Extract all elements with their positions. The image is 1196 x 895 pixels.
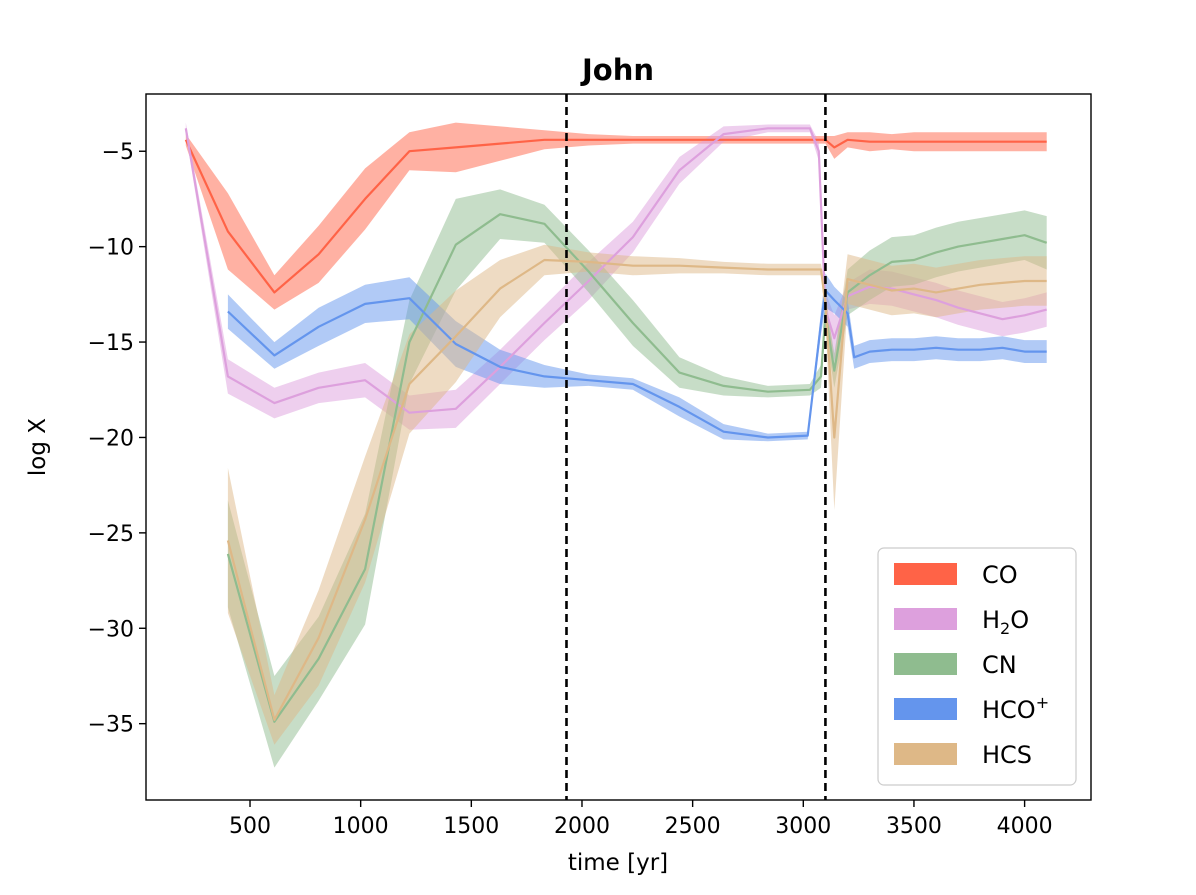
y-tick-label: −5: [102, 140, 134, 165]
x-tick-label: 2000: [554, 814, 610, 839]
legend-frame: [877, 547, 1077, 786]
legend-label-hcs: HCS: [982, 741, 1032, 769]
legend-swatch-hco: [894, 698, 957, 720]
band-co: [185, 122, 1047, 310]
y-tick-label: −20: [88, 426, 134, 451]
line-h2o: [184, 127, 1047, 414]
line-cn: [226, 213, 1048, 723]
reference-lines: [565, 94, 827, 800]
y-tick-label: −15: [88, 331, 134, 356]
series-lines: [184, 127, 1048, 723]
x-tick-label: 1000: [333, 814, 389, 839]
line-co: [184, 138, 1047, 294]
legend-label-co: CO: [982, 561, 1018, 589]
line-hco: [227, 289, 1047, 439]
legend-label-cn: CN: [982, 651, 1017, 679]
legend-swatch-co: [894, 563, 957, 585]
legend-swatch-h2o: [894, 608, 957, 630]
x-tick-label: 3500: [886, 814, 942, 839]
x-tick-label: 1500: [443, 814, 499, 839]
plot-frame: [145, 93, 1092, 801]
legend-swatch-cn: [894, 653, 957, 675]
x-tick-label: 2500: [665, 814, 721, 839]
y-tick-label: −10: [88, 236, 134, 261]
x-axis-label: time [yr]: [568, 850, 668, 876]
legend-label-hco: HCO+: [982, 693, 1049, 724]
legend-swatch-hcs: [894, 743, 957, 765]
x-axis: 500 1000 1500 2000 2500 3000 3500 4000: [229, 800, 1053, 839]
y-axis: −5 −10 −15 −20 −25 −30 −35: [88, 140, 146, 738]
legend-label-h2o: H2O: [982, 606, 1029, 638]
y-tick-label: −35: [88, 713, 134, 738]
x-tick-label: 3000: [775, 814, 831, 839]
x-tick-label: 4000: [997, 814, 1053, 839]
band-hcs: [227, 244, 1047, 745]
y-tick-label: −25: [88, 522, 134, 547]
line-hcs: [226, 258, 1047, 722]
x-tick-label: 500: [229, 814, 271, 839]
y-axis-label: log X: [25, 418, 51, 476]
legend: CO H2O CN HCO+ HCS: [877, 547, 1077, 786]
chart-title: John: [580, 53, 654, 87]
y-tick-label: −30: [88, 617, 134, 642]
